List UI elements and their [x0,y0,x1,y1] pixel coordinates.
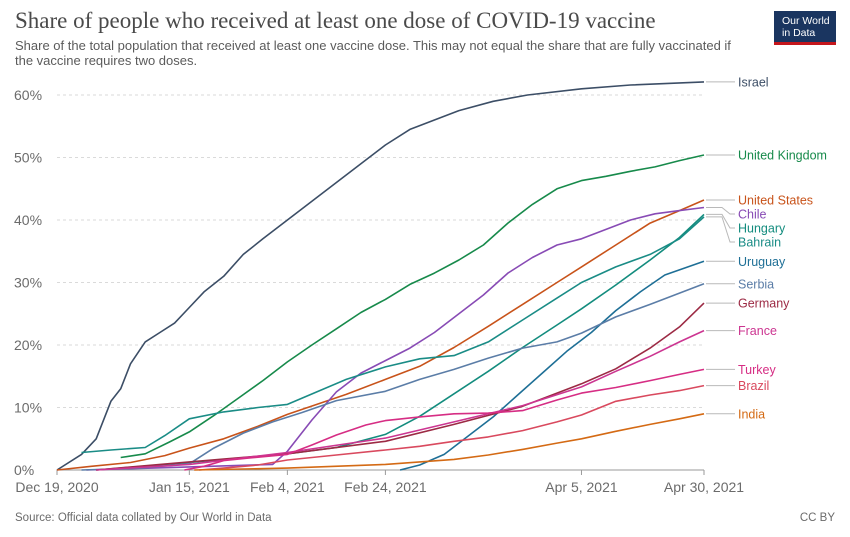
series-line-united-kingdom [120,154,705,459]
owid-logo[interactable]: Our World in Data [774,11,836,45]
y-tick-label: 50% [14,150,42,166]
label-connector-bahrain [706,216,735,243]
source-note: Source: Official data collated by Our Wo… [15,512,272,524]
series-label-serbia: Serbia [738,277,774,291]
series-label-bahrain: Bahrain [738,236,781,250]
y-axis-ticks: 0% 10% 20% 30% 40% 50% 60% [14,87,42,478]
series-label-israel: Israel [738,75,769,89]
gridlines [57,94,704,471]
x-axis-ticks: Dec 19, 2020 Jan 15, 2021 Feb 4, 2021 Feb 2… [15,470,744,495]
series-line-bahrain [81,216,705,454]
series-label-france: France [738,324,777,338]
chart-subtitle: Share of the total population that recei… [15,38,731,68]
series-line-france [96,329,705,471]
series-label-hungary: Hungary [738,222,786,236]
x-tick-label: Feb 24, 2021 [344,479,427,495]
series-labels: Israel United Kingdom United StatesChileHu… [738,75,827,421]
x-tick-label: Apr 30, 2021 [664,479,744,495]
series-line-chile [86,206,705,471]
series-label-india: India [738,407,765,421]
label-connectors [706,81,735,415]
y-tick-label: 30% [14,275,42,291]
y-tick-label: 40% [14,212,42,228]
series-label-turkey: Turkey [738,363,776,377]
x-tick-label: Apr 5, 2021 [545,479,618,495]
series-line-turkey [184,368,705,471]
logo-line-1: Our World [782,15,830,27]
series-label-united-kingdom: United Kingdom [738,149,827,163]
chart-title: Share of people who received at least on… [15,8,656,33]
y-tick-label: 10% [14,400,42,416]
series-line-israel [56,81,705,471]
series-line-india [194,413,705,471]
x-tick-label: Feb 4, 2021 [250,479,325,495]
series-label-germany: Germany [738,297,790,311]
series-label-brazil: Brazil [738,379,769,393]
series-line-brazil [199,384,705,471]
series-line-united-states [56,199,705,471]
logo-line-2: in Data [782,27,816,39]
label-connector-chile [706,207,735,215]
y-tick-label: 60% [14,87,42,103]
x-tick-label: Dec 19, 2020 [15,479,98,495]
series-lines [56,81,705,471]
series-line-serbia [81,283,705,471]
y-tick-label: 20% [14,337,42,353]
series-line-uruguay [399,260,705,471]
license-link[interactable]: CC BY [799,512,835,524]
series-label-united-states: United States [738,194,813,208]
x-tick-label: Jan 15, 2021 [149,479,230,495]
series-label-uruguay: Uruguay [738,255,786,269]
series-label-chile: Chile [738,208,767,222]
y-tick-label: 0% [14,462,34,478]
label-connector-hungary [706,213,735,229]
